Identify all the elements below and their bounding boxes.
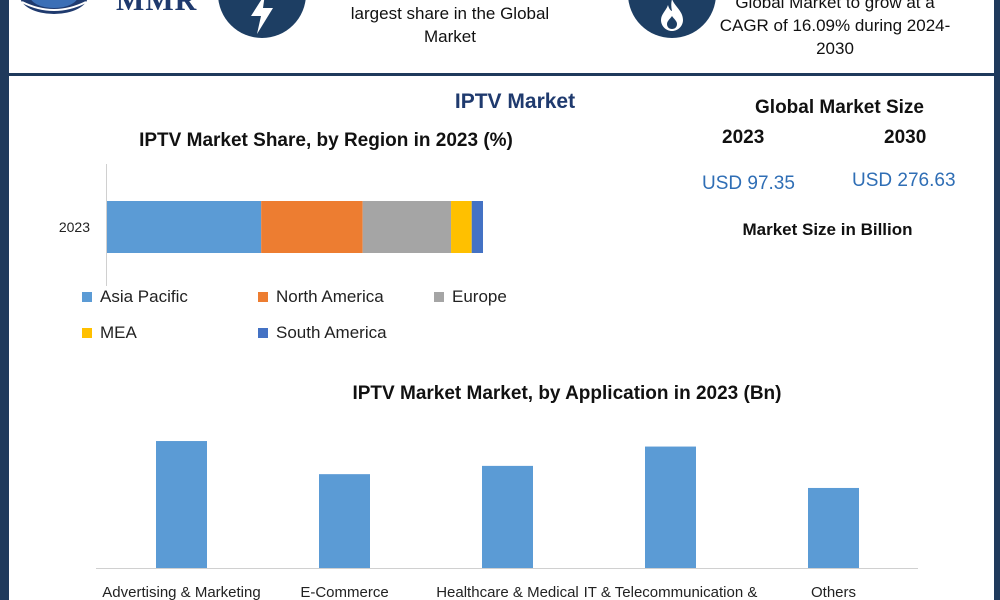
application-category-label: E-Commerce [300,584,388,600]
market-size-year-2023: 2023 [722,127,765,148]
region-bar-segment [362,201,452,253]
legend-item: Asia Pacific [82,287,188,307]
legend-label: South America [276,323,387,342]
legend-item: North America [258,287,384,307]
application-category-label: IT & Telecommunication & [584,584,758,600]
application-category-label: Others [811,584,856,600]
application-category-label: Advertising & Marketing [102,584,260,600]
right-frame-border [994,0,1000,600]
application-bar [808,487,859,568]
application-category-label: Healthcare & Medical [436,584,579,600]
left-frame-border [0,0,9,600]
region-bar-segment [261,201,363,253]
market-size-unit: Market Size in Billion [742,220,913,239]
highlight-icon-2 [628,0,716,38]
application-bar [645,446,696,568]
application-bar [482,465,533,568]
region-chart-category-label: 2023 [59,219,90,235]
legend-label: North America [276,287,384,306]
highlight-text-2: Global Market to grow at a CAGR of 16.09… [719,0,951,58]
market-size-title: Global Market Size [755,97,924,118]
highlight-text-1: largest share in the Global Market [350,4,550,46]
logo-text: MMR [116,0,198,17]
market-size-value-2023: USD 97.35 [702,173,795,194]
region-chart-title: IPTV Market Share, by Region in 2023 (%) [139,130,513,151]
lightning-bolt-icon [251,0,273,34]
region-bar-segment [451,201,472,253]
region-bar-segment [471,201,483,253]
region-chart-legend: Asia Pacific North America Europe MEA South … [82,287,542,347]
flame-icon [661,0,683,31]
legend-swatch [258,292,268,302]
application-bar [319,474,370,568]
globe-icon [20,0,88,14]
legend-label: MEA [100,323,137,342]
legend-swatch [434,292,444,302]
legend-item: MEA [82,323,137,343]
application-bar [156,441,207,568]
legend-label: Asia Pacific [100,287,188,306]
application-chart-title: IPTV Market Market, by Application in 20… [352,383,782,404]
region-bar-segment [107,201,262,253]
legend-label: Europe [452,287,507,306]
market-size-year-2030: 2030 [884,127,927,148]
legend-item: South America [258,323,387,343]
header-divider [9,73,994,76]
legend-swatch [258,328,268,338]
main-title: IPTV Market [454,90,576,113]
legend-swatch [82,328,92,338]
legend-swatch [82,292,92,302]
legend-item: Europe [434,287,507,307]
market-size-value-2030: USD 276.63 [852,170,956,191]
logo: MMR [18,0,203,20]
